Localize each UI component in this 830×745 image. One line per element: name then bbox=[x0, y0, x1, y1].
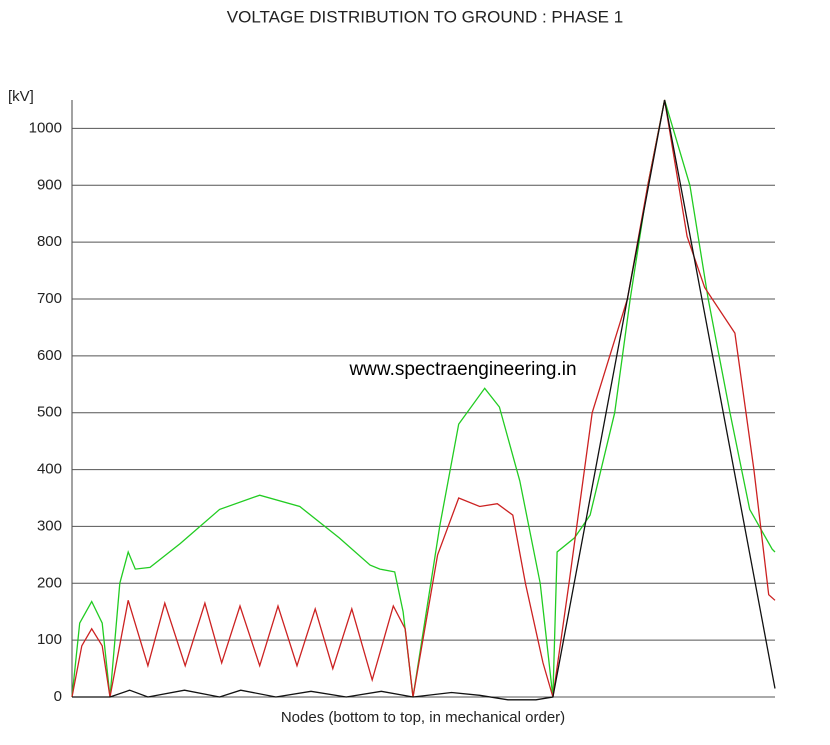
y-tick-label: 0 bbox=[54, 688, 62, 705]
series-line bbox=[71, 99, 776, 698]
y-tick-label: 500 bbox=[37, 404, 62, 421]
y-tick-label: 200 bbox=[37, 574, 62, 591]
y-tick-label: 1000 bbox=[29, 119, 62, 136]
y-axis-label: [kV] bbox=[8, 88, 34, 105]
y-tick-label: 800 bbox=[37, 233, 62, 250]
x-axis-label: Nodes (bottom to top, in mechanical orde… bbox=[281, 709, 565, 726]
y-tick-label: 700 bbox=[37, 290, 62, 307]
series-line bbox=[71, 99, 776, 698]
y-tick-label: 100 bbox=[37, 631, 62, 648]
watermark: www.spectraengineering.in bbox=[348, 359, 576, 380]
y-tick-label: 900 bbox=[37, 176, 62, 193]
y-tick-label: 600 bbox=[37, 347, 62, 364]
chart-title: VOLTAGE DISTRIBUTION TO GROUND : PHASE 1 bbox=[227, 7, 623, 26]
y-tick-label: 400 bbox=[37, 461, 62, 478]
series-line bbox=[72, 99, 776, 701]
y-tick-label: 300 bbox=[37, 517, 62, 534]
